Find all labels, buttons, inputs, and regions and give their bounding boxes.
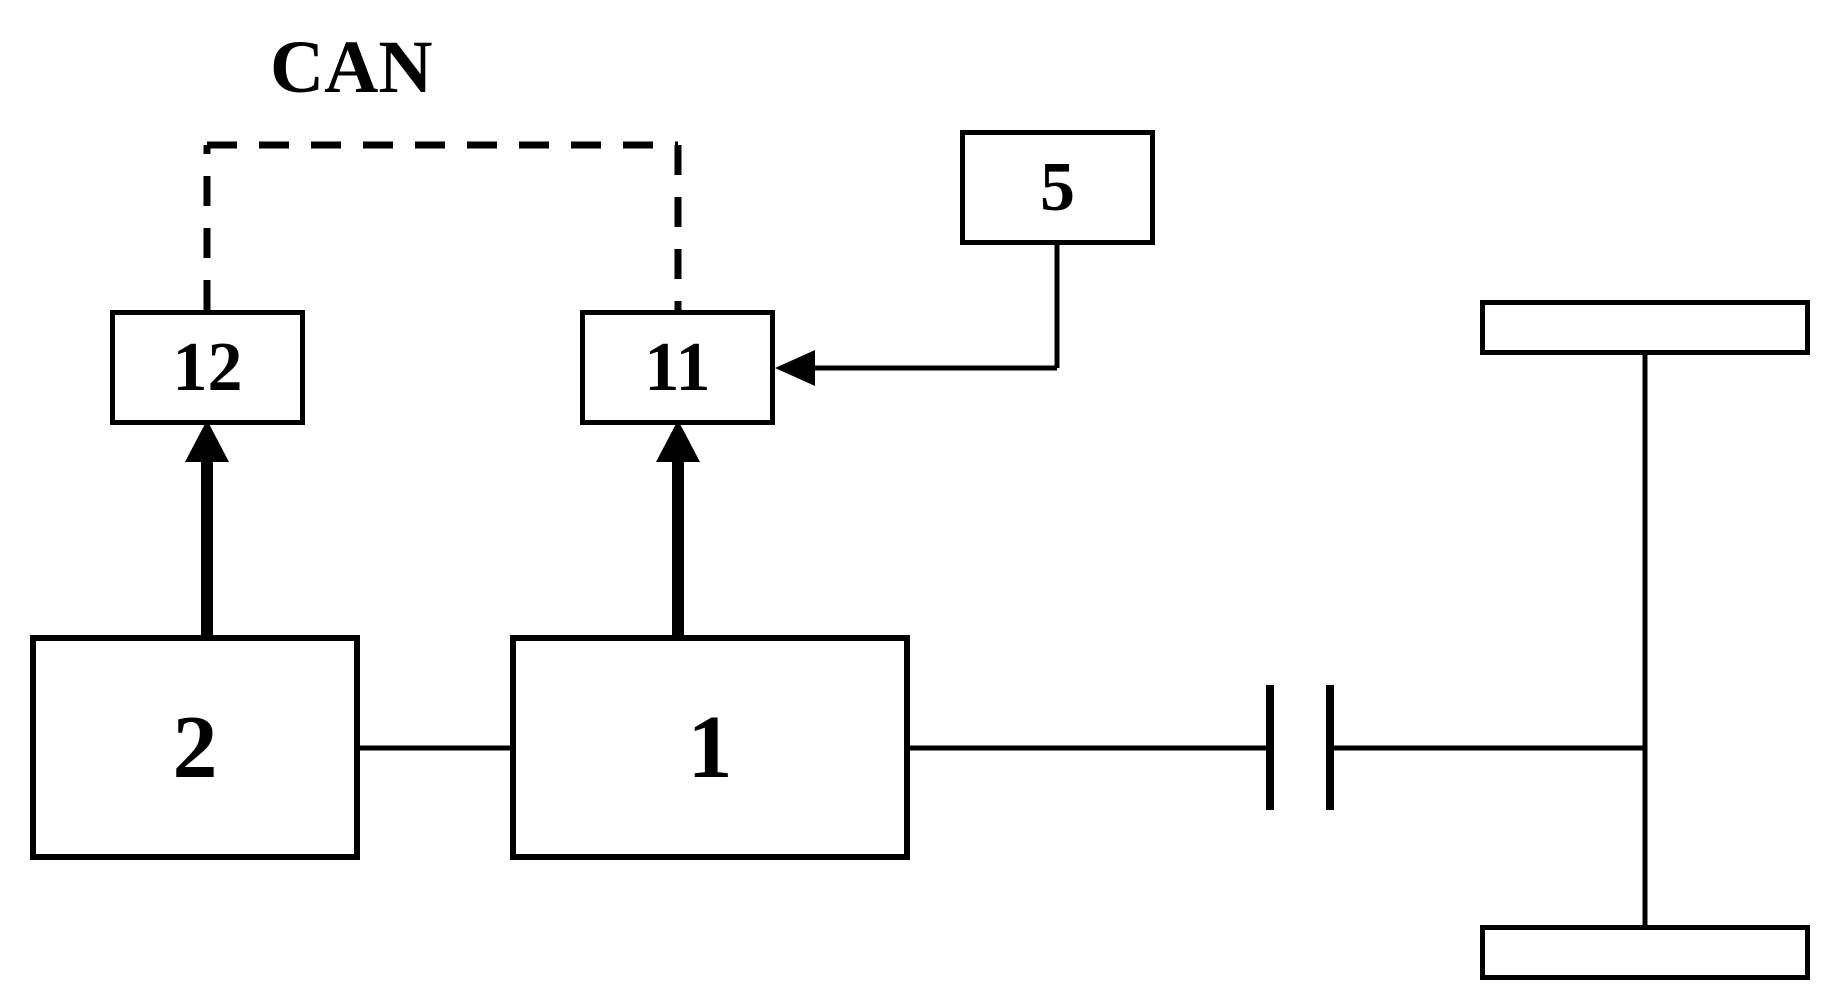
block-12-label: 12 [173, 328, 243, 408]
block-5: 5 [960, 130, 1155, 245]
block-12: 12 [110, 310, 305, 425]
block-2: 2 [30, 635, 360, 860]
wheel-bottom [1480, 925, 1810, 980]
block-diagram: CAN 2 1 12 11 5 [0, 0, 1821, 1003]
block-1-label: 1 [688, 696, 733, 799]
can-label: CAN [270, 25, 433, 111]
wheel-top [1480, 300, 1810, 355]
block-11-label: 11 [644, 328, 710, 408]
block-11: 11 [580, 310, 775, 425]
block-5-label: 5 [1040, 148, 1075, 228]
block-2-label: 2 [173, 696, 218, 799]
block-1: 1 [510, 635, 910, 860]
